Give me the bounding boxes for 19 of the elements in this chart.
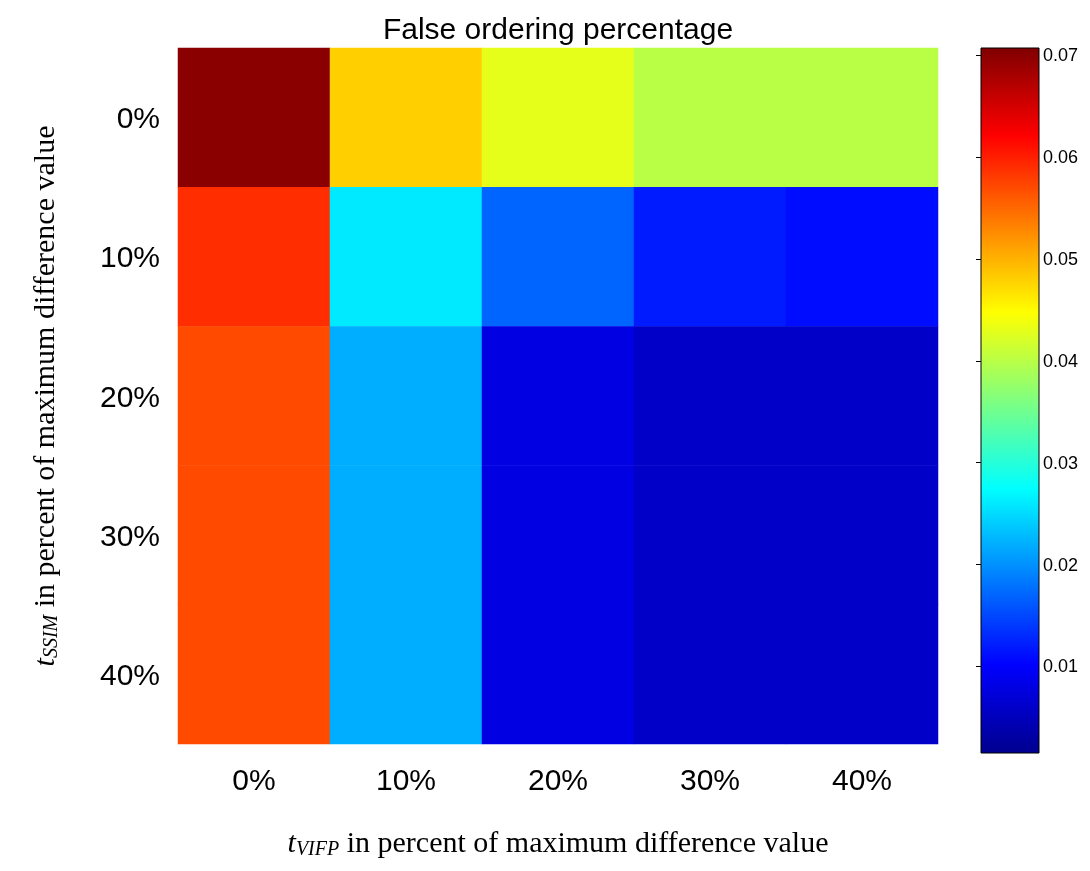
x-tick-label: 30% <box>679 762 741 796</box>
x-tick-label: 20% <box>527 762 589 796</box>
y-tick-label: 10% <box>99 240 160 274</box>
x-tick-label: 0% <box>232 762 276 796</box>
y-tick-label: 0% <box>116 101 160 135</box>
x-tick-label: 40% <box>831 762 893 796</box>
color-bar-label: 0.03 <box>1043 452 1079 473</box>
color-bar-label: 0.01 <box>1043 656 1079 677</box>
color-bar-label: 0.07 <box>1043 45 1079 66</box>
x-tick-label: 10% <box>375 762 437 796</box>
y-axis-title: tSSIM in percent of maximum difference value <box>26 125 61 667</box>
color-bar-label: 0.06 <box>1043 147 1079 168</box>
y-tick-label: 20% <box>99 379 160 413</box>
y-tick-label: 40% <box>99 657 160 691</box>
color-bar-label: 0.02 <box>1043 554 1079 575</box>
color-bar-label: 0.04 <box>1043 350 1079 371</box>
chart-title: False ordering percentage <box>382 11 734 45</box>
y-tick-label: 30% <box>99 518 160 552</box>
color-bar-label: 0.05 <box>1043 248 1079 269</box>
